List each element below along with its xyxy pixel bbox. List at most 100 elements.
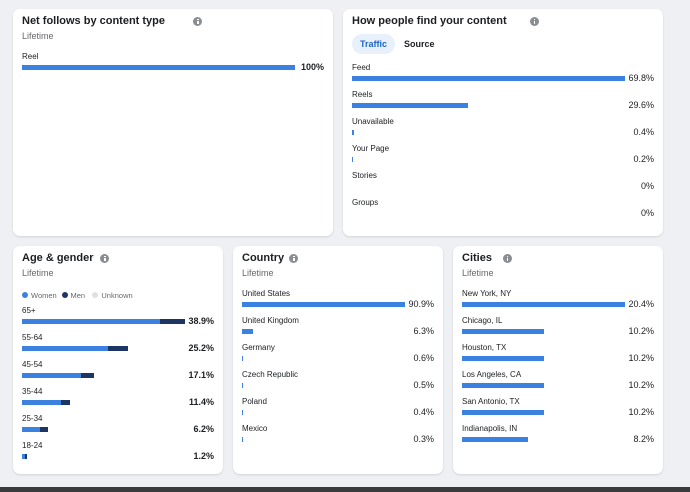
card-subtitle: Lifetime [22,268,54,278]
row-value: 0.4% [633,127,654,137]
bar [462,302,625,307]
card: Age & gender Lifetime Women Men Unknown 65+ 38… [13,246,223,474]
bar-segment [24,454,28,459]
row-label: United Kingdom [242,316,299,325]
bar-segment [60,400,70,405]
legend-label: Women [31,291,57,300]
bar [352,103,468,108]
bar [462,383,544,388]
legend-label: Men [70,291,86,300]
row-label: Chicago, IL [462,316,503,325]
row-value: 90.9% [408,299,434,309]
bar [242,329,254,334]
bar-segment [159,319,185,324]
row-value: 0.3% [413,434,434,444]
row-value: 0.4% [413,407,434,417]
bar-segment [22,319,160,324]
bar-segment [22,427,41,432]
row-label: 45-54 [22,360,43,369]
card-title: How people find your content [352,15,507,27]
legend-label: Unknown [101,291,133,300]
bar [22,65,295,70]
bar [352,157,353,162]
row-label: 35-44 [22,387,43,396]
info-icon[interactable] [529,17,539,26]
row-value: 1.2% [193,451,214,461]
bar [242,302,405,307]
row-label: Germany [242,343,275,352]
row-label: Mexico [242,424,268,433]
row-value: 20.4% [628,299,654,309]
row-label: 65+ [22,306,36,315]
row-value: 10.2% [628,353,654,363]
legend-swatch [92,292,99,298]
row-value: 0% [640,181,654,191]
tab[interactable]: Traffic [352,34,396,54]
row-value: 38.9% [188,316,214,326]
bottom-strip [0,487,690,492]
info-icon[interactable] [289,254,299,263]
bar-segment [22,373,81,378]
row-value: 10.2% [628,407,654,417]
bar [242,437,243,442]
row-value: 0.6% [413,353,434,363]
bar [462,329,544,334]
card: Country Lifetime United States 90.9% United … [233,246,443,474]
legend-swatch [61,292,68,298]
row-value: 17.1% [188,370,214,380]
row-label: United States [242,289,291,298]
card: Net follows by content type Lifetime Reel 1… [13,9,333,236]
row-label: Your Page [352,144,390,153]
bar-segment [107,346,128,351]
bar [352,130,354,135]
bar-segment [22,454,25,459]
row-label: 55-64 [22,333,43,342]
bar-segment [22,346,108,351]
row-label: Stories [352,171,377,180]
row-label: 18-24 [22,441,43,450]
info-icon[interactable] [100,254,110,263]
card-title: Country [242,252,285,264]
row-value: 100% [300,62,324,72]
row-label: Houston, TX [462,343,507,352]
row-label: Feed [352,63,371,72]
card-subtitle: Lifetime [462,268,494,278]
info-icon[interactable] [193,17,203,26]
bar-segment [40,427,48,432]
bar [242,356,244,361]
row-value: 29.6% [628,100,654,110]
info-icon[interactable] [503,254,513,263]
row-label: Reels [352,90,373,99]
row-label: Poland [242,397,267,406]
bar [462,356,544,361]
row-label: Unavailable [352,117,394,126]
row-value: 0.2% [633,154,654,164]
row-label: Indianapolis, IN [462,424,518,433]
bar [242,410,243,415]
row-value: 10.2% [628,326,654,336]
legend-swatch [22,292,28,298]
row-value: 69.8% [628,73,654,83]
card-title: Age & gender [22,252,94,264]
bar [352,76,625,81]
card: Cities Lifetime New York, NY 20.4% Chicago, … [453,246,663,474]
bar-segment [22,400,61,405]
row-label: San Antonio, TX [462,397,520,406]
row-label: Groups [352,198,379,207]
bar [242,383,243,388]
row-label: 25-34 [22,414,43,423]
row-label: Czech Republic [242,370,299,379]
row-value: 10.2% [628,380,654,390]
tab[interactable]: Source [404,39,435,49]
card-subtitle: Lifetime [242,268,274,278]
bar-segment [80,373,94,378]
row-value: 0.5% [413,380,434,390]
row-value: 25.2% [188,343,214,353]
row-value: 6.3% [413,326,434,336]
card-subtitle: Lifetime [22,31,54,41]
row-value: 6.2% [193,424,214,434]
row-label: New York, NY [462,289,512,298]
row-value: 0% [640,208,654,218]
row-label: Los Angeles, CA [462,370,522,379]
